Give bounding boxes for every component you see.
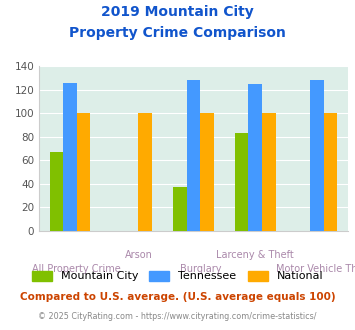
Bar	[138, 113, 152, 231]
Text: Compared to U.S. average. (U.S. average equals 100): Compared to U.S. average. (U.S. average …	[20, 292, 335, 302]
Bar	[50, 152, 63, 231]
Bar	[173, 187, 187, 231]
Bar	[77, 113, 90, 231]
Bar	[324, 113, 337, 231]
Text: All Property Crime: All Property Crime	[32, 264, 121, 274]
Text: 2019 Mountain City: 2019 Mountain City	[101, 5, 254, 19]
Text: Motor Vehicle Theft: Motor Vehicle Theft	[277, 264, 355, 274]
Bar	[310, 80, 324, 231]
Text: Burglary: Burglary	[180, 264, 221, 274]
Bar	[200, 113, 214, 231]
Bar	[262, 113, 275, 231]
Bar	[63, 82, 77, 231]
Bar	[248, 84, 262, 231]
Bar	[235, 133, 248, 231]
Text: © 2025 CityRating.com - https://www.cityrating.com/crime-statistics/: © 2025 CityRating.com - https://www.city…	[38, 312, 317, 321]
Legend: Mountain City, Tennessee, National: Mountain City, Tennessee, National	[27, 266, 328, 286]
Text: Property Crime Comparison: Property Crime Comparison	[69, 26, 286, 40]
Bar	[187, 80, 200, 231]
Text: Larceny & Theft: Larceny & Theft	[216, 250, 294, 260]
Text: Arson: Arson	[125, 250, 152, 260]
